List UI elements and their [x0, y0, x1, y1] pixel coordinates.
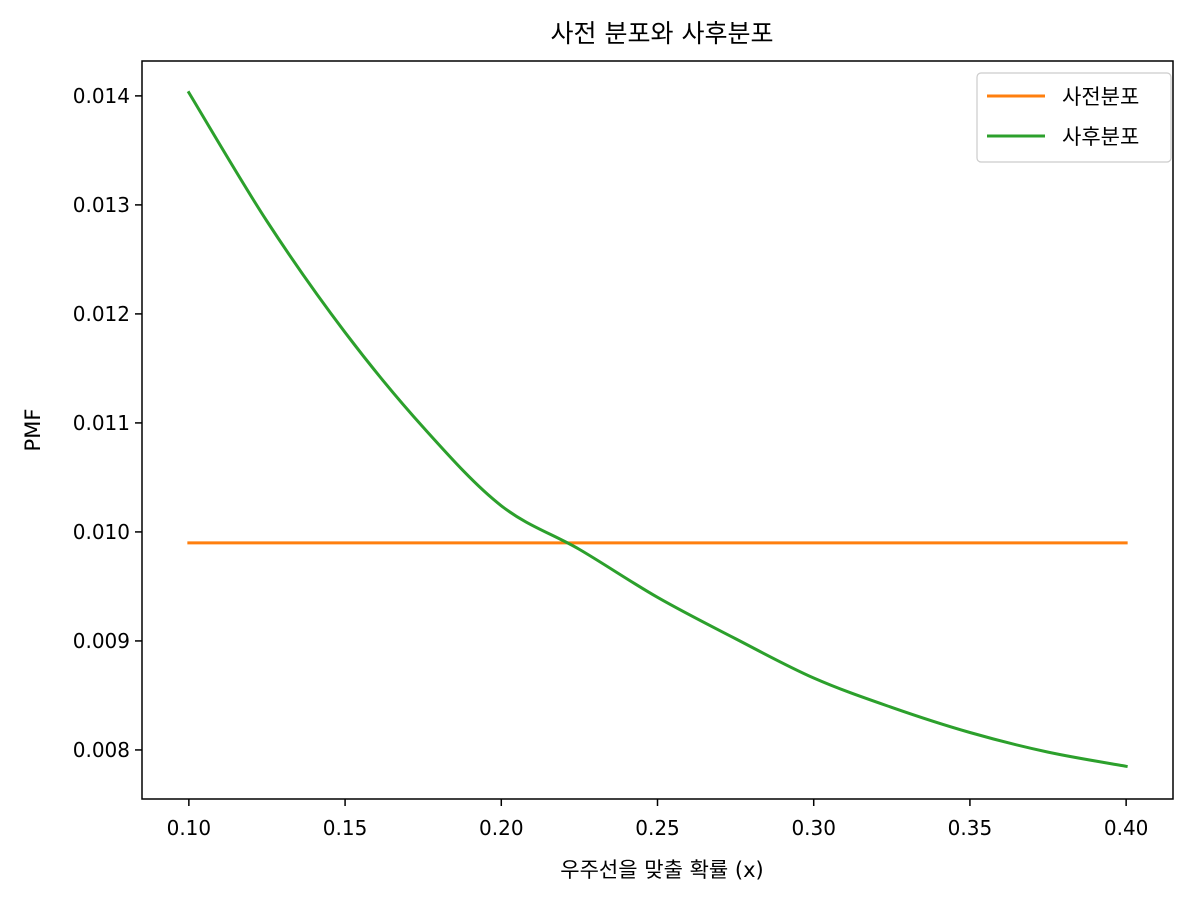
y-tick-label: 0.013 [73, 193, 130, 217]
series-layer [186, 90, 1128, 769]
y-tick-label: 0.011 [73, 411, 130, 435]
x-axis: 0.10 0.15 0.20 0.25 0.30 0.35 0.40 [167, 799, 1149, 840]
legend: 사전분포 사후분포 [976, 72, 1172, 163]
y-tick-label: 0.008 [73, 738, 130, 762]
y-axis: 0.008 0.009 0.010 0.011 0.012 0.013 0.014 [73, 84, 142, 762]
y-tick-label: 0.010 [73, 520, 130, 544]
y-axis-label: PMF [21, 409, 45, 452]
legend-label-prior: 사전분포 [1062, 85, 1139, 109]
x-tick-label: 0.10 [167, 816, 212, 840]
x-tick-label: 0.30 [791, 816, 836, 840]
x-tick-label: 0.20 [479, 816, 524, 840]
x-axis-label: 우주선을 맞출 확률 (x) [560, 858, 763, 882]
y-tick-label: 0.012 [73, 302, 130, 326]
x-tick-label: 0.40 [1104, 816, 1149, 840]
y-tick-label: 0.014 [73, 84, 130, 108]
x-tick-label: 0.25 [635, 816, 680, 840]
y-tick-label: 0.009 [73, 629, 130, 653]
x-tick-label: 0.35 [948, 816, 993, 840]
x-tick-label: 0.15 [323, 816, 368, 840]
legend-label-posterior: 사후분포 [1062, 125, 1139, 149]
chart-title: 사전 분포와 사후분포 [551, 19, 774, 48]
series-line-posterior [186, 90, 1128, 769]
